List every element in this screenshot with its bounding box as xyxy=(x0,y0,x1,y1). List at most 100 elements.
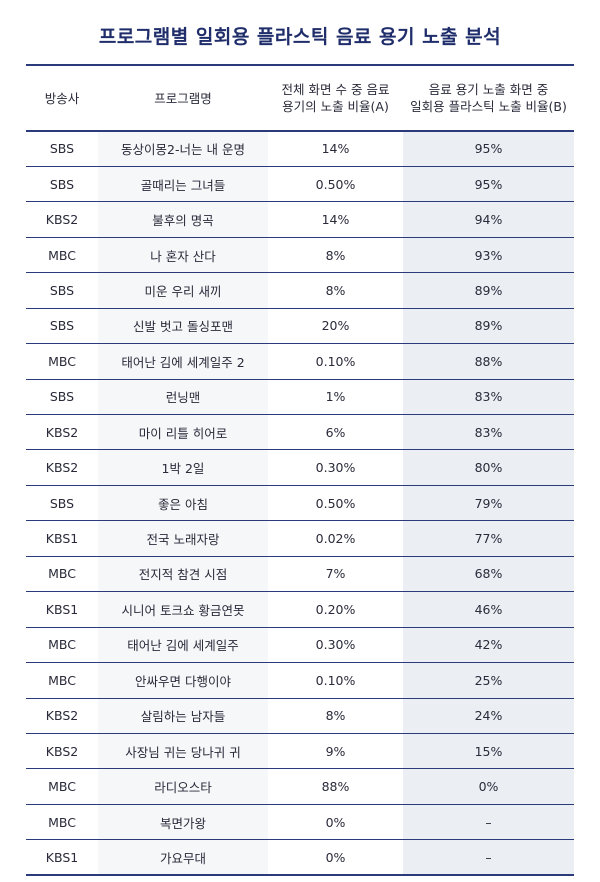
cell-ratio-a: 0% xyxy=(268,804,403,841)
header-ratio-a-line2: 용기의 노출 비율(A) xyxy=(282,99,389,114)
table-row: SBS 런닝맨 1% 83% xyxy=(26,379,574,416)
cell-program: 라디오스타 xyxy=(98,768,268,805)
table-body: SBS 동상이몽2-너는 내 운명 14% 95% SBS 골때리는 그녀들 0.50% 95… xyxy=(26,131,574,877)
header-ratio-a-line1: 전체 화면 수 중 음료 xyxy=(281,82,390,97)
cell-ratio-b: – xyxy=(403,839,574,877)
cell-ratio-a: 6% xyxy=(268,414,403,451)
cell-program: 복면가왕 xyxy=(98,804,268,841)
table-row: MBC 나 혼자 산다 8% 93% xyxy=(26,237,574,274)
cell-ratio-b: 94% xyxy=(403,201,574,238)
table-row: SBS 동상이몽2-너는 내 운명 14% 95% xyxy=(26,131,574,167)
cell-ratio-b: 89% xyxy=(403,308,574,345)
cell-ratio-b: 83% xyxy=(403,379,574,416)
page-title: 프로그램별 일회용 플라스틱 음료 용기 노출 분석 xyxy=(98,26,502,48)
table-header-row: 방송사 프로그램명 전체 화면 수 중 음료 용기의 노출 비율(A) 음료 용… xyxy=(26,64,574,132)
header-program: 프로그램명 xyxy=(98,64,268,132)
cell-broadcaster: SBS xyxy=(26,166,98,203)
table-row: KBS1 시니어 토크쇼 황금연못 0.20% 46% xyxy=(26,591,574,628)
cell-broadcaster: SBS xyxy=(26,272,98,309)
cell-broadcaster: KBS2 xyxy=(26,698,98,734)
cell-ratio-b: 46% xyxy=(403,591,574,628)
cell-ratio-a: 0.02% xyxy=(268,520,403,557)
cell-ratio-a: 9% xyxy=(268,733,403,770)
cell-ratio-b: 77% xyxy=(403,520,574,557)
table-row: SBS 골때리는 그녀들 0.50% 95% xyxy=(26,166,574,203)
cell-program: 가요무대 xyxy=(98,839,268,877)
table-row: MBC 안싸우면 다행이야 0.10% 25% xyxy=(26,662,574,699)
table-row: MBC 복면가왕 0% – xyxy=(26,804,574,841)
cell-program: 미운 우리 새끼 xyxy=(98,272,268,309)
cell-program: 시니어 토크쇼 황금연못 xyxy=(98,591,268,628)
cell-program: 동상이몽2-너는 내 운명 xyxy=(98,131,268,167)
cell-program: 1박 2일 xyxy=(98,449,268,486)
cell-broadcaster: KBS1 xyxy=(26,839,98,877)
cell-broadcaster: SBS xyxy=(26,485,98,522)
cell-program: 런닝맨 xyxy=(98,379,268,416)
cell-ratio-a: 88% xyxy=(268,768,403,805)
cell-ratio-b: 79% xyxy=(403,485,574,522)
table-row: KBS1 전국 노래자랑 0.02% 77% xyxy=(26,520,574,557)
cell-ratio-b: 83% xyxy=(403,414,574,451)
cell-program: 신발 벗고 돌싱포맨 xyxy=(98,308,268,345)
cell-ratio-a: 8% xyxy=(268,698,403,734)
table-row: SBS 신발 벗고 돌싱포맨 20% 89% xyxy=(26,308,574,345)
header-ratio-a: 전체 화면 수 중 음료 용기의 노출 비율(A) xyxy=(268,64,403,132)
cell-ratio-b: 80% xyxy=(403,449,574,486)
cell-broadcaster: KBS2 xyxy=(26,733,98,770)
cell-ratio-b: 89% xyxy=(403,272,574,309)
cell-program: 나 혼자 산다 xyxy=(98,237,268,274)
header-ratio-b-line2: 일회용 플라스틱 노출 비율(B) xyxy=(410,99,567,114)
table-row: SBS 미운 우리 새끼 8% 89% xyxy=(26,272,574,309)
cell-broadcaster: MBC xyxy=(26,343,98,380)
cell-ratio-b: 24% xyxy=(403,698,574,734)
cell-ratio-a: 7% xyxy=(268,556,403,593)
cell-ratio-b: – xyxy=(403,804,574,841)
header-ratio-b: 음료 용기 노출 화면 중 일회용 플라스틱 노출 비율(B) xyxy=(403,64,574,132)
cell-ratio-a: 14% xyxy=(268,201,403,238)
cell-ratio-b: 25% xyxy=(403,662,574,699)
cell-broadcaster: KBS1 xyxy=(26,520,98,557)
cell-broadcaster: SBS xyxy=(26,379,98,416)
cell-broadcaster: MBC xyxy=(26,662,98,699)
cell-broadcaster: MBC xyxy=(26,627,98,664)
cell-program: 전지적 참견 시점 xyxy=(98,556,268,593)
table-row: MBC 태어난 김에 세계일주 0.30% 42% xyxy=(26,627,574,664)
cell-broadcaster: SBS xyxy=(26,308,98,345)
cell-program: 안싸우면 다행이야 xyxy=(98,662,268,699)
cell-program: 좋은 아침 xyxy=(98,485,268,522)
table-row: MBC 태어난 김에 세계일주 2 0.10% 88% xyxy=(26,343,574,380)
cell-ratio-a: 0.20% xyxy=(268,591,403,628)
cell-broadcaster: MBC xyxy=(26,556,98,593)
table-row: KBS1 가요무대 0% – xyxy=(26,839,574,877)
header-broadcaster: 방송사 xyxy=(26,64,98,132)
cell-ratio-a: 0.50% xyxy=(268,166,403,203)
cell-broadcaster: KBS1 xyxy=(26,591,98,628)
cell-ratio-a: 8% xyxy=(268,272,403,309)
cell-ratio-a: 0% xyxy=(268,839,403,877)
cell-ratio-a: 0.30% xyxy=(268,627,403,664)
cell-ratio-b: 95% xyxy=(403,166,574,203)
cell-program: 태어난 김에 세계일주 2 xyxy=(98,343,268,380)
cell-ratio-a: 1% xyxy=(268,379,403,416)
cell-program: 전국 노래자랑 xyxy=(98,520,268,557)
table-row: MBC 라디오스타 88% 0% xyxy=(26,768,574,805)
cell-program: 불후의 명곡 xyxy=(98,201,268,238)
header-ratio-b-line1: 음료 용기 노출 화면 중 xyxy=(428,82,549,97)
cell-broadcaster: MBC xyxy=(26,804,98,841)
table-row: KBS2 불후의 명곡 14% 94% xyxy=(26,201,574,238)
cell-ratio-a: 8% xyxy=(268,237,403,274)
cell-program: 마이 리틀 히어로 xyxy=(98,414,268,451)
cell-ratio-a: 14% xyxy=(268,131,403,167)
data-table: 방송사 프로그램명 전체 화면 수 중 음료 용기의 노출 비율(A) 음료 용… xyxy=(26,64,574,877)
cell-program: 사장님 귀는 당나귀 귀 xyxy=(98,733,268,770)
table-row: SBS 좋은 아침 0.50% 79% xyxy=(26,485,574,522)
table-row: KBS2 1박 2일 0.30% 80% xyxy=(26,449,574,486)
cell-program: 골때리는 그녀들 xyxy=(98,166,268,203)
cell-broadcaster: KBS2 xyxy=(26,201,98,238)
table-row: KBS2 사장님 귀는 당나귀 귀 9% 15% xyxy=(26,733,574,770)
cell-ratio-b: 93% xyxy=(403,237,574,274)
cell-program: 태어난 김에 세계일주 xyxy=(98,627,268,664)
cell-broadcaster: SBS xyxy=(26,131,98,167)
cell-broadcaster: KBS2 xyxy=(26,414,98,451)
table-row: KBS2 마이 리틀 히어로 6% 83% xyxy=(26,414,574,451)
